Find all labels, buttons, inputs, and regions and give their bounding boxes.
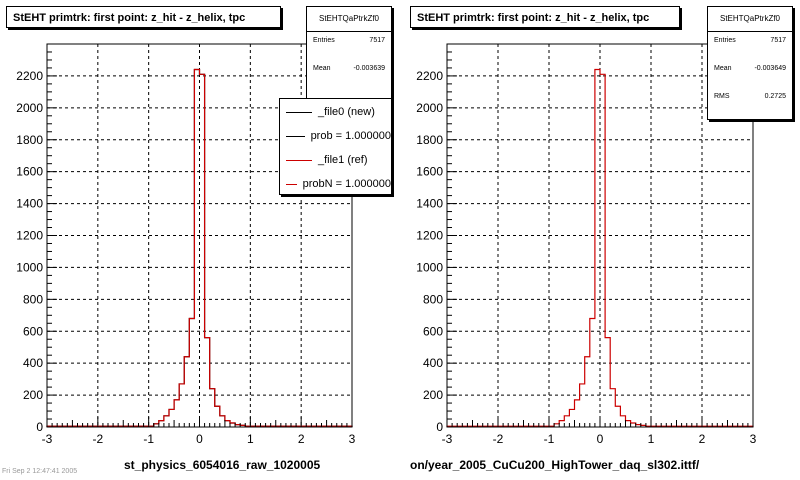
y-tick-label: 600 [23, 324, 43, 338]
legend-item: _file1 (ref) [280, 148, 391, 172]
y-tick-label: 800 [423, 292, 443, 306]
histogram-pad-left: -3 -2 -1 0 1 2 3 0 200 400 600 800 1000 1200 1400 1600 1… [6, 6, 392, 472]
legend: _file0 (new) prob = 1.000000 _file1 (ref… [279, 98, 392, 195]
stats-label: RMS [714, 93, 730, 100]
plot-title: StEHT primtrk: first point: z_hit - z_he… [6, 6, 281, 28]
y-tick-label: 400 [23, 356, 43, 370]
y-tick-label: 200 [23, 388, 43, 402]
stats-value: 7517 [369, 37, 385, 44]
y-tick-label: 1400 [416, 197, 443, 211]
legend-swatch [286, 135, 305, 137]
x-tick-label: 3 [750, 432, 757, 446]
y-tick-label: 1800 [16, 133, 43, 147]
x-tick-label: 1 [247, 432, 254, 446]
legend-label: _file0 (new) [318, 106, 375, 118]
x-tick-label: 1 [648, 432, 655, 446]
x-tick-label: -2 [92, 432, 103, 446]
x-tick-label: -2 [493, 432, 504, 446]
y-tick-label: 1200 [16, 229, 43, 243]
stats-row-rms: RMS 0.2725 [708, 88, 792, 116]
footer-timestamp: Fri Sep 2 12:47:41 2005 [2, 468, 78, 475]
stats-row-mean: Mean -0.003649 [708, 60, 792, 88]
y-tick-label: 200 [423, 388, 443, 402]
stats-value: 7517 [770, 37, 786, 44]
y-tick-label: 0 [436, 420, 443, 434]
y-tick-label: 800 [23, 292, 43, 306]
stats-row-mean: Mean -0.003639 [307, 60, 391, 88]
x-tick-label: 2 [699, 432, 706, 446]
legend-swatch [286, 159, 312, 161]
stats-value: -0.003649 [754, 65, 786, 72]
stats-box: StEHTQaPtrkZf0 Entries 7517 Mean -0.0036… [306, 6, 392, 100]
y-tick-label: 1600 [16, 165, 43, 179]
x-tick-label: -1 [143, 432, 154, 446]
y-tick-label: 400 [423, 356, 443, 370]
legend-label: _file1 (ref) [318, 154, 368, 166]
plot-title: StEHT primtrk: first point: z_hit - z_he… [410, 6, 680, 28]
histogram-plot-right: -3 -2 -1 0 1 2 3 0 200 400 600 800 1000 1200 1400 1600 1… [416, 43, 757, 446]
stats-label: Entries [714, 37, 736, 44]
stats-row-entries: Entries 7517 [708, 32, 792, 60]
x-tick-label: -3 [442, 432, 453, 446]
legend-swatch [286, 111, 312, 113]
legend-item: prob = 1.000000 [280, 124, 391, 148]
legend-label: probN = 1.000000 [302, 178, 391, 190]
y-tick-label: 2000 [416, 101, 443, 115]
y-tick-label: 1400 [16, 197, 43, 211]
stats-box: StEHTQaPtrkZf0 Entries 7517 Mean -0.0036… [707, 6, 793, 120]
stats-label: Mean [313, 65, 331, 72]
histogram-plot-left: -3 -2 -1 0 1 2 3 0 200 400 600 800 1000 1200 1400 1600 1… [16, 43, 356, 446]
stats-label: Mean [714, 65, 732, 72]
y-tick-label: 1200 [416, 229, 443, 243]
stats-row-entries: Entries 7517 [307, 32, 391, 60]
stats-value: 0.2725 [764, 93, 786, 100]
legend-item: _file0 (new) [280, 100, 391, 124]
legend-swatch [286, 183, 297, 185]
y-tick-label: 2200 [16, 69, 43, 83]
stats-title: StEHTQaPtrkZf0 [307, 7, 391, 32]
x-tick-label: 3 [349, 432, 356, 446]
x-tick-label: 2 [298, 432, 305, 446]
legend-label: prob = 1.000000 [310, 130, 391, 142]
stats-label: Entries [313, 37, 335, 44]
y-tick-label: 600 [423, 324, 443, 338]
file-label: st_physics_6054016_raw_1020005 [124, 458, 321, 472]
y-tick-label: 1800 [416, 133, 443, 147]
y-tick-label: 2000 [16, 101, 43, 115]
stats-title: StEHTQaPtrkZf0 [708, 7, 792, 32]
y-tick-label: 0 [36, 420, 43, 434]
file-label: on/year_2005_CuCu200_HighTower_daq_sl302… [410, 458, 700, 472]
x-tick-label: 0 [196, 432, 203, 446]
histogram-pad-right: -3 -2 -1 0 1 2 3 0 200 400 600 800 1000 1200 1400 1600 1… [400, 0, 800, 480]
y-tick-label: 1600 [416, 165, 443, 179]
x-tick-label: 0 [597, 432, 604, 446]
y-tick-label: 1000 [416, 260, 443, 274]
x-tick-label: -1 [544, 432, 555, 446]
stats-value: -0.003639 [353, 65, 385, 72]
legend-item: probN = 1.000000 [280, 172, 391, 194]
y-tick-label: 1000 [16, 260, 43, 274]
x-tick-label: -3 [42, 432, 53, 446]
y-tick-label: 2200 [416, 69, 443, 83]
